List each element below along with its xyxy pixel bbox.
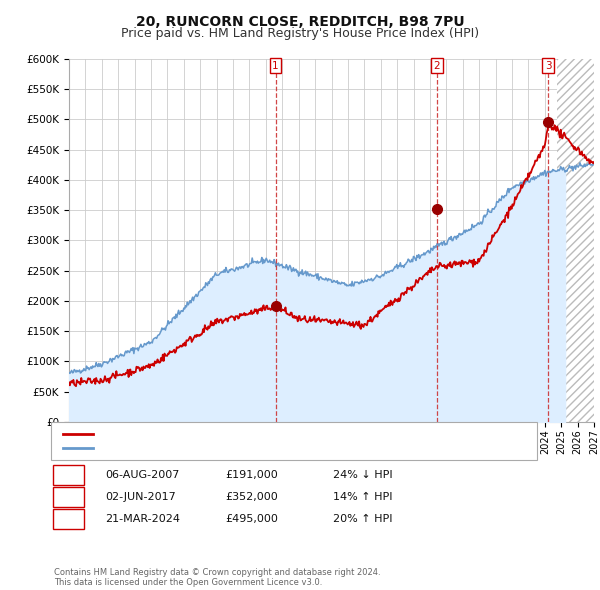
Text: 24% ↓ HPI: 24% ↓ HPI (333, 470, 392, 480)
Text: 20% ↑ HPI: 20% ↑ HPI (333, 514, 392, 524)
Text: HPI: Average price, detached house, Redditch: HPI: Average price, detached house, Redd… (102, 443, 326, 453)
Text: 1: 1 (272, 61, 279, 71)
Text: 2: 2 (65, 492, 72, 502)
Text: £352,000: £352,000 (225, 492, 278, 502)
Text: Contains HM Land Registry data © Crown copyright and database right 2024.
This d: Contains HM Land Registry data © Crown c… (54, 568, 380, 587)
Text: 3: 3 (65, 514, 72, 524)
Text: 14% ↑ HPI: 14% ↑ HPI (333, 492, 392, 502)
Text: 3: 3 (545, 61, 552, 71)
Text: Price paid vs. HM Land Registry's House Price Index (HPI): Price paid vs. HM Land Registry's House … (121, 27, 479, 40)
Text: 1: 1 (65, 470, 72, 480)
Text: 02-JUN-2017: 02-JUN-2017 (105, 492, 176, 502)
Text: 20, RUNCORN CLOSE, REDDITCH, B98 7PU (detached house): 20, RUNCORN CLOSE, REDDITCH, B98 7PU (de… (102, 429, 399, 439)
Text: £191,000: £191,000 (225, 470, 278, 480)
Text: 20, RUNCORN CLOSE, REDDITCH, B98 7PU: 20, RUNCORN CLOSE, REDDITCH, B98 7PU (136, 15, 464, 29)
Text: 21-MAR-2024: 21-MAR-2024 (105, 514, 180, 524)
Text: £495,000: £495,000 (225, 514, 278, 524)
Bar (557, 59, 594, 422)
Bar (557, 59, 594, 422)
Text: 06-AUG-2007: 06-AUG-2007 (105, 470, 179, 480)
Text: 2: 2 (434, 61, 440, 71)
